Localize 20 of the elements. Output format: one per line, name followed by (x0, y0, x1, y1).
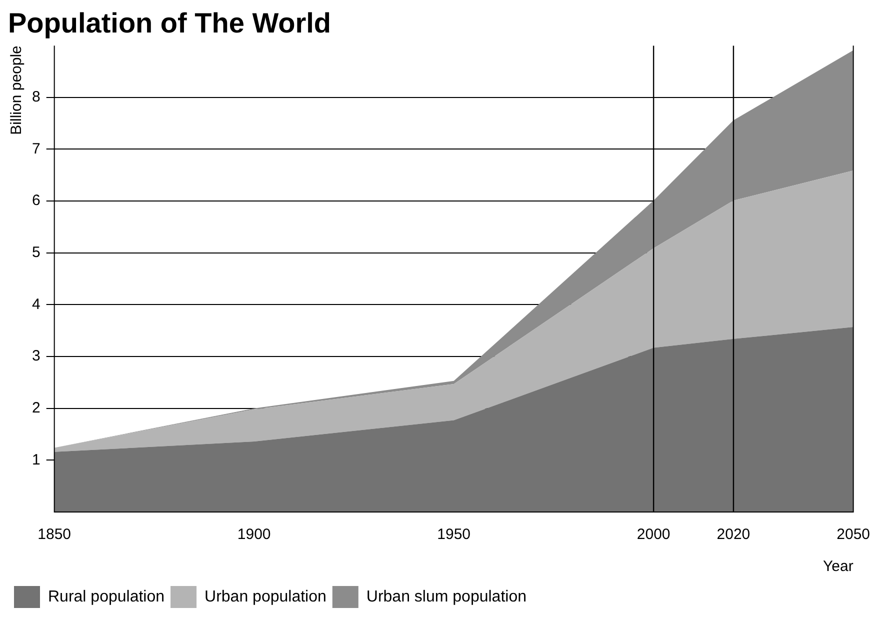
y-tick-label: 3 (32, 348, 40, 365)
x-tick-label: 1900 (237, 526, 271, 544)
x-tick-label: 2050 (836, 526, 870, 544)
legend-label: Urban population (204, 588, 326, 606)
x-tick-label: 2020 (716, 526, 750, 544)
legend-label: Rural population (48, 588, 165, 606)
x-tick-label: 1850 (38, 526, 72, 544)
y-tick-label: 4 (32, 296, 40, 313)
y-tick-label: 8 (32, 88, 40, 106)
y-tick-label: 7 (32, 140, 40, 158)
y-tick-label: 5 (32, 244, 40, 262)
y-tick-label: 6 (32, 192, 40, 210)
y-tick-label: 2 (32, 399, 40, 416)
x-tick-label: 2000 (636, 526, 670, 544)
x-axis-title: Year (823, 558, 854, 576)
chart-title: Population of The World (8, 8, 331, 39)
legend-label: Urban slum population (366, 588, 526, 606)
y-tick-label: 1 (32, 451, 40, 468)
y-axis-title: Billion people (8, 46, 26, 135)
x-tick-label: 1950 (437, 526, 471, 544)
